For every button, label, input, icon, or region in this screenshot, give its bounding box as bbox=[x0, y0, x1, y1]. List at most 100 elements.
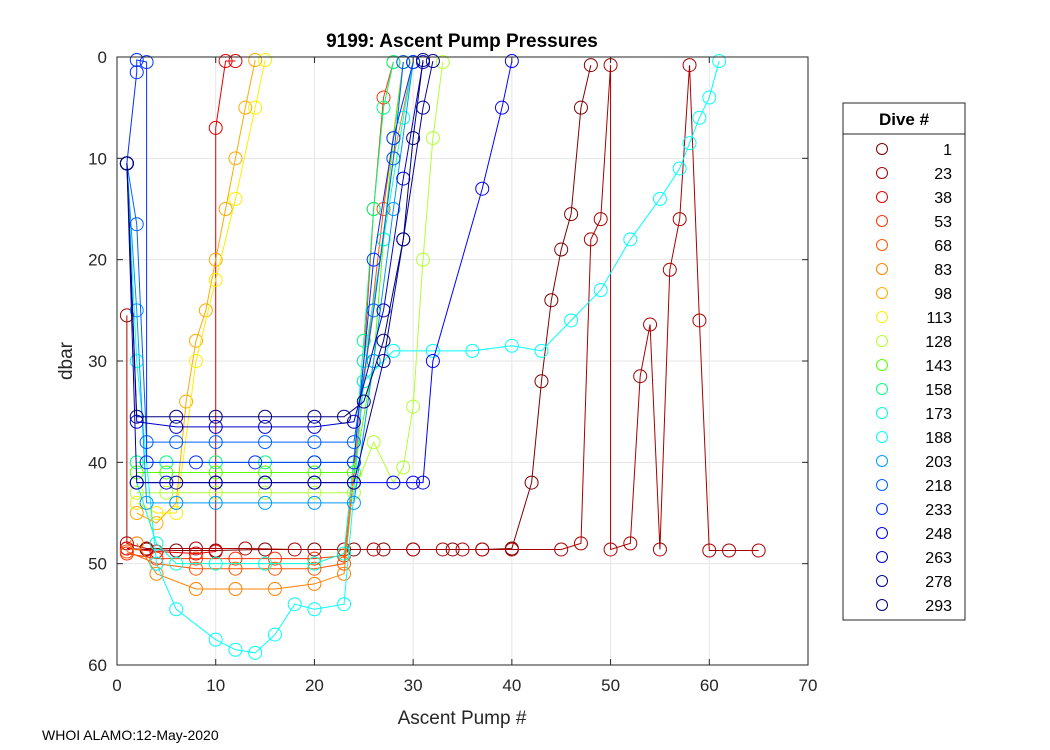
data-point bbox=[258, 475, 273, 490]
series-dive-128 bbox=[129, 55, 450, 500]
legend-label: 68 bbox=[934, 238, 952, 255]
data-point bbox=[623, 536, 638, 551]
legend-marker-68 bbox=[876, 239, 888, 251]
data-point bbox=[307, 465, 322, 480]
data-point bbox=[337, 597, 352, 612]
data-point bbox=[534, 343, 549, 358]
data-point bbox=[149, 544, 164, 559]
data-point bbox=[573, 100, 588, 115]
series-dive-38 bbox=[119, 54, 243, 561]
data-point bbox=[129, 53, 144, 68]
data-point bbox=[534, 374, 549, 389]
data-point bbox=[169, 602, 184, 617]
series-dive-143 bbox=[129, 55, 411, 480]
data-point bbox=[583, 232, 598, 247]
plot-area bbox=[119, 53, 766, 660]
series-line bbox=[126, 59, 424, 418]
data-point bbox=[346, 465, 361, 480]
data-point bbox=[149, 556, 164, 571]
data-point bbox=[712, 54, 727, 69]
data-point bbox=[119, 536, 134, 551]
legend-label: 278 bbox=[925, 574, 952, 591]
data-point bbox=[267, 582, 282, 596]
series-line bbox=[126, 60, 434, 484]
data-point bbox=[307, 576, 322, 591]
legend-marker-248 bbox=[876, 527, 888, 539]
series-line bbox=[126, 62, 404, 570]
series-line bbox=[136, 60, 513, 484]
data-point bbox=[208, 252, 223, 267]
legend-marker-278 bbox=[876, 575, 888, 587]
data-point bbox=[208, 409, 223, 424]
data-point bbox=[425, 354, 440, 368]
data-point bbox=[603, 542, 618, 557]
legend-label: 263 bbox=[925, 550, 952, 567]
data-point bbox=[435, 55, 450, 70]
data-point bbox=[208, 495, 223, 510]
legend-label: 143 bbox=[925, 358, 952, 375]
data-point bbox=[425, 131, 440, 146]
data-point bbox=[307, 602, 322, 617]
series-line bbox=[136, 61, 414, 565]
data-point bbox=[366, 202, 381, 216]
data-point bbox=[208, 632, 223, 647]
series-line bbox=[136, 61, 394, 463]
data-point bbox=[258, 419, 273, 434]
footer-stamp: WHOI ALAMO:12-May-2020 bbox=[42, 727, 219, 743]
data-point bbox=[208, 419, 223, 434]
series-dive-293 bbox=[119, 53, 431, 424]
data-point bbox=[554, 542, 569, 557]
data-point bbox=[188, 354, 203, 368]
data-point bbox=[376, 202, 391, 216]
data-point bbox=[406, 131, 421, 146]
y-axis-label: dbar bbox=[56, 341, 77, 380]
data-point bbox=[406, 475, 421, 490]
data-point bbox=[376, 333, 391, 348]
data-point bbox=[356, 333, 371, 348]
data-point bbox=[248, 100, 263, 115]
data-point bbox=[169, 556, 184, 571]
legend-marker-263 bbox=[876, 551, 888, 563]
y-tick-label: 30 bbox=[88, 352, 107, 371]
series-dive-68 bbox=[119, 55, 411, 576]
y-tick-label: 0 bbox=[98, 48, 107, 67]
data-point bbox=[129, 217, 144, 232]
data-point bbox=[139, 55, 154, 70]
legend-marker-113 bbox=[876, 311, 888, 323]
legend-label: 113 bbox=[926, 310, 952, 327]
y-tick-label: 40 bbox=[88, 453, 107, 472]
data-point bbox=[248, 53, 263, 68]
legend-marker-128 bbox=[876, 335, 888, 347]
legend-box bbox=[842, 102, 966, 621]
data-point bbox=[475, 181, 490, 196]
legend-label: 98 bbox=[934, 286, 952, 303]
data-point bbox=[406, 399, 421, 414]
data-point bbox=[208, 435, 223, 450]
data-point bbox=[416, 53, 431, 68]
data-point bbox=[425, 343, 440, 358]
x-tick-label: 0 bbox=[112, 676, 121, 695]
data-point bbox=[633, 369, 648, 384]
data-point bbox=[623, 232, 638, 247]
data-point bbox=[554, 242, 569, 257]
data-point bbox=[238, 541, 253, 556]
data-point bbox=[149, 536, 164, 551]
chart-title: 9199: Ascent Pump Pressures bbox=[326, 31, 598, 52]
legend-marker-158 bbox=[876, 383, 888, 395]
data-point bbox=[208, 544, 223, 559]
x-tick-label: 10 bbox=[206, 676, 225, 695]
data-point bbox=[258, 53, 273, 68]
data-point bbox=[672, 161, 687, 176]
data-point bbox=[258, 485, 273, 500]
legend-label: 158 bbox=[925, 382, 952, 399]
data-point bbox=[722, 543, 737, 558]
legend-marker-203 bbox=[876, 455, 888, 467]
legend-title: Dive # bbox=[879, 110, 930, 129]
data-point bbox=[366, 354, 381, 368]
series-line bbox=[126, 65, 759, 551]
legend-label: 53 bbox=[934, 214, 952, 231]
data-point bbox=[188, 582, 203, 596]
data-point bbox=[307, 561, 322, 576]
legend-marker-188 bbox=[876, 431, 888, 443]
data-point bbox=[692, 110, 707, 125]
